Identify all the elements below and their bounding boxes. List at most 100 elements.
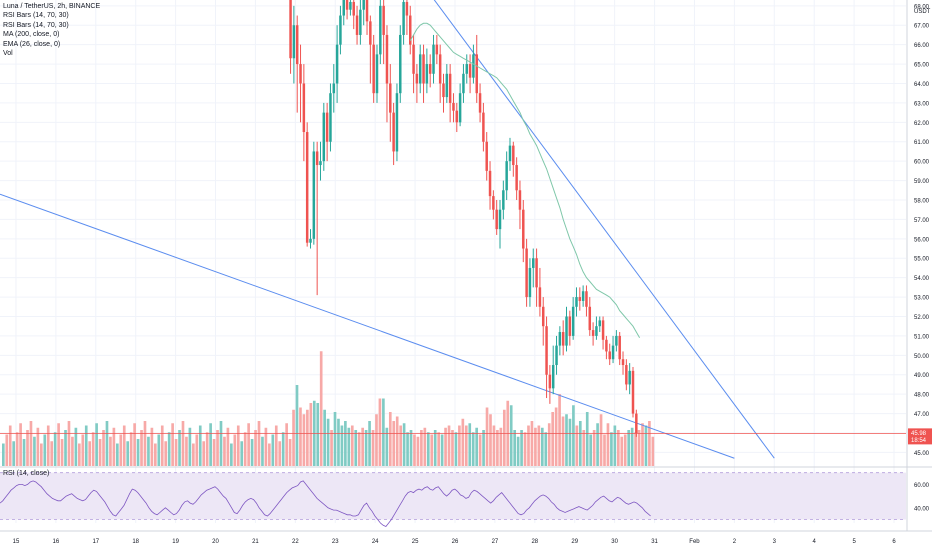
legend-rsi-bars-2[interactable]: RSI Bars (14, 70, 30) xyxy=(3,21,69,29)
volume-bar xyxy=(378,398,382,466)
candle-body xyxy=(508,145,512,162)
rsi-band xyxy=(0,472,906,520)
volume-bar xyxy=(102,430,105,466)
candle xyxy=(322,102,326,171)
candle xyxy=(482,102,485,152)
x-tick-label: 28 xyxy=(531,539,538,545)
volume-bar xyxy=(430,434,434,466)
volume-bar xyxy=(592,430,596,466)
candle xyxy=(458,83,462,127)
candle xyxy=(498,199,502,249)
candle xyxy=(635,409,638,437)
volume-bar xyxy=(340,425,344,466)
volume-bar xyxy=(84,425,88,466)
candle-body xyxy=(389,83,392,113)
candle xyxy=(465,54,469,84)
candle-body xyxy=(319,161,322,166)
candle xyxy=(522,199,525,263)
x-tick-label: 17 xyxy=(92,539,99,545)
candle xyxy=(618,332,621,366)
candle xyxy=(418,44,422,94)
rsi-pane-title[interactable]: RSI (14, close) xyxy=(3,470,50,477)
candle xyxy=(528,258,532,307)
candle-body xyxy=(349,1,352,10)
volume-bar xyxy=(67,421,71,466)
volume-bar xyxy=(112,427,116,466)
candle xyxy=(605,335,608,360)
volume-bar xyxy=(627,430,631,466)
candle xyxy=(382,0,385,65)
candle xyxy=(568,310,572,346)
candle xyxy=(352,0,355,30)
volume-bar xyxy=(461,418,465,466)
candle xyxy=(545,316,548,399)
volume-bar xyxy=(382,398,385,466)
volume-bar xyxy=(520,430,523,466)
candle xyxy=(385,25,389,123)
candle-body xyxy=(515,165,518,191)
volume-bar xyxy=(447,425,451,466)
legend-symbol[interactable]: Luna / TetherUS, 2h, BINANCE xyxy=(3,3,101,10)
candle-body xyxy=(545,326,548,375)
candle xyxy=(342,0,345,26)
x-tick-label: 30 xyxy=(611,539,618,545)
legend-vol[interactable]: Vol xyxy=(3,50,13,58)
volume-bar xyxy=(551,412,555,466)
volume-bar xyxy=(198,425,202,466)
candle xyxy=(561,320,565,356)
volume-bar xyxy=(623,434,627,466)
legend-rsi-bars-1[interactable]: RSI Bars (14, 70, 30) xyxy=(3,12,69,20)
candle xyxy=(392,102,395,166)
legend-ema[interactable]: EMA (26, close, 0) xyxy=(3,40,61,48)
volume-bar xyxy=(371,430,375,466)
volume-bar xyxy=(482,430,485,466)
y-tick-label: 47.00 xyxy=(914,412,930,418)
volume-bar xyxy=(437,432,440,466)
candle xyxy=(502,180,505,220)
candle xyxy=(581,285,585,307)
volume-bar xyxy=(171,423,174,466)
x-tick-label: Feb xyxy=(689,539,700,545)
volume-bar xyxy=(12,441,16,466)
candle-body xyxy=(548,374,552,389)
volume-bar xyxy=(513,430,516,466)
candle-body xyxy=(535,258,538,288)
ema-26-line xyxy=(409,22,641,339)
volume-bar xyxy=(350,425,354,466)
candle xyxy=(628,363,631,395)
volume-bar xyxy=(122,425,126,466)
y-tick-label: 52.00 xyxy=(914,315,930,321)
x-tick-label: 23 xyxy=(332,539,339,545)
candle-body xyxy=(465,64,469,74)
candle xyxy=(362,0,365,26)
candle-body xyxy=(399,34,402,94)
legend-ma[interactable]: MA (200, close, 0) xyxy=(3,31,60,39)
volume-bar xyxy=(530,421,534,466)
candle xyxy=(305,122,309,247)
candle xyxy=(289,0,292,74)
candle-body xyxy=(422,54,425,84)
volume-bar xyxy=(554,407,558,466)
candle xyxy=(405,0,409,35)
volume-bar xyxy=(133,423,136,466)
candle-body xyxy=(365,0,369,22)
candle-body xyxy=(601,320,605,340)
volume-bar xyxy=(471,432,475,466)
volume-bar xyxy=(354,430,358,466)
volume-bar xyxy=(589,434,593,466)
volume-bar xyxy=(458,425,461,466)
x-tick-label: 21 xyxy=(252,539,259,545)
volume-bar xyxy=(136,439,140,466)
volume-bar xyxy=(496,430,499,466)
candle-body xyxy=(405,1,409,16)
volume-bar xyxy=(433,430,437,466)
candle-body xyxy=(475,54,478,94)
indicator-legend: Luna / TetherUS, 2h, BINANCE RSI Bars (1… xyxy=(3,2,100,58)
y-tick-label: 54.00 xyxy=(914,276,930,282)
y-tick-label: 53.00 xyxy=(914,296,930,302)
y-tick-label: 51.00 xyxy=(914,334,930,340)
volume-bar xyxy=(323,409,326,466)
volume-bar xyxy=(578,421,582,466)
